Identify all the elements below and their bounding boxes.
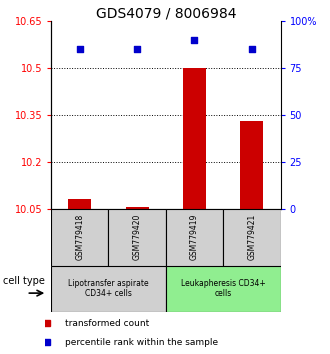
Bar	[240, 121, 263, 209]
Text: percentile rank within the sample: percentile rank within the sample	[65, 338, 218, 347]
Text: transformed count: transformed count	[65, 319, 149, 328]
Bar	[223, 209, 280, 266]
Bar	[68, 199, 91, 209]
Text: cell type: cell type	[3, 276, 45, 286]
Bar	[166, 209, 223, 266]
Text: GSM779419: GSM779419	[190, 214, 199, 261]
Text: GSM779418: GSM779418	[75, 214, 84, 260]
Point	[77, 47, 82, 52]
Text: GSM779421: GSM779421	[247, 214, 256, 260]
Text: Leukapheresis CD34+
cells: Leukapheresis CD34+ cells	[181, 279, 266, 298]
Point	[135, 47, 140, 52]
Text: Lipotransfer aspirate
CD34+ cells: Lipotransfer aspirate CD34+ cells	[68, 279, 149, 298]
Point	[192, 37, 197, 43]
Bar	[51, 209, 109, 266]
Title: GDS4079 / 8006984: GDS4079 / 8006984	[96, 6, 236, 20]
Bar	[166, 266, 280, 312]
Bar	[109, 209, 166, 266]
Text: GSM779420: GSM779420	[133, 214, 142, 261]
Point	[249, 47, 254, 52]
Bar	[126, 207, 148, 209]
Bar	[51, 266, 166, 312]
Bar	[183, 68, 206, 209]
